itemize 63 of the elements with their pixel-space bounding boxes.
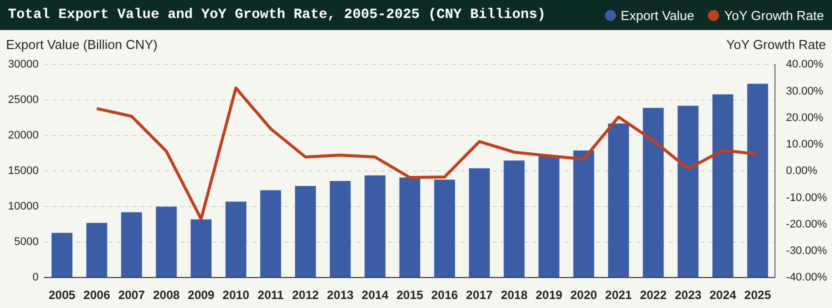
x-tick-label: 2010	[222, 288, 250, 302]
bar	[712, 94, 734, 278]
bar	[295, 186, 316, 278]
bar	[573, 150, 594, 278]
y-tick-label: 0	[32, 272, 39, 284]
bar	[678, 106, 699, 278]
x-tick-label: 2006	[83, 288, 110, 302]
x-tick-label: 2020	[570, 288, 598, 302]
x-tick-label: 2009	[188, 288, 215, 302]
legend-label: Export Value	[620, 8, 694, 22]
chart-title: Total Export Value and YoY Growth Rate, 2005-2025 (CNY Billions)	[8, 7, 546, 23]
y2-axis-title: YoY Growth Rate	[726, 37, 826, 52]
x-tick-label: 2013	[326, 288, 354, 302]
x-tick-label: 2016	[431, 288, 458, 302]
y2-tick-label: -20.00%	[786, 218, 828, 230]
y-tick-label: 30000	[8, 58, 39, 71]
bar	[121, 212, 142, 278]
x-tick-label: 2015	[396, 288, 424, 302]
bar	[190, 219, 212, 278]
bar	[260, 190, 282, 278]
y-tick-label: 15000	[8, 165, 39, 178]
x-tick-label: 2018	[500, 288, 528, 302]
bar	[608, 124, 629, 278]
y-tick-label: 5000	[14, 236, 39, 248]
y-axis-title: Export Value (Billion CNY)	[6, 37, 158, 52]
bar	[504, 160, 525, 278]
y-tick-label: 20000	[8, 130, 39, 142]
y2-tick-label: 40.00%	[786, 58, 824, 71]
x-tick-label: 2019	[536, 288, 563, 302]
y2-tick-label: -10.00%	[786, 192, 828, 204]
x-tick-label: 2007	[118, 288, 146, 302]
bar	[399, 177, 420, 278]
x-tick-label: 2014	[362, 288, 389, 302]
bar	[434, 180, 456, 278]
y-tick-label: 25000	[8, 94, 39, 106]
bar	[86, 222, 108, 278]
bar	[538, 155, 560, 278]
y2-tick-label: -30.00%	[786, 245, 828, 258]
y2-tick-label: -40.00%	[786, 272, 828, 284]
x-tick-label: 2025	[744, 288, 772, 302]
x-tick-label: 2022	[640, 288, 667, 302]
bar	[364, 175, 386, 278]
legend-label: YoY Growth Rate	[724, 8, 824, 22]
y-tick-label: 10000	[8, 200, 39, 213]
x-tick-label: 2023	[674, 288, 702, 302]
y2-tick-label: 30.00%	[786, 85, 824, 98]
bar	[468, 168, 490, 278]
x-tick-label: 2008	[152, 288, 180, 302]
x-tick-label: 2024	[710, 288, 737, 302]
bar	[225, 202, 246, 278]
y2-tick-label: 10.00%	[786, 138, 824, 151]
y2-tick-label: 20.00%	[786, 112, 824, 124]
x-tick-label: 2005	[48, 288, 76, 302]
y2-tick-label: 0.00%	[786, 165, 818, 178]
x-tick-label: 2017	[466, 288, 494, 302]
x-tick-label: 2021	[605, 288, 632, 302]
bar	[52, 232, 72, 278]
x-tick-label: 2012	[292, 288, 320, 302]
bar	[642, 108, 664, 278]
bar	[330, 181, 351, 278]
x-tick-label: 2011	[258, 288, 284, 302]
bar	[747, 84, 768, 278]
bar	[156, 206, 177, 278]
